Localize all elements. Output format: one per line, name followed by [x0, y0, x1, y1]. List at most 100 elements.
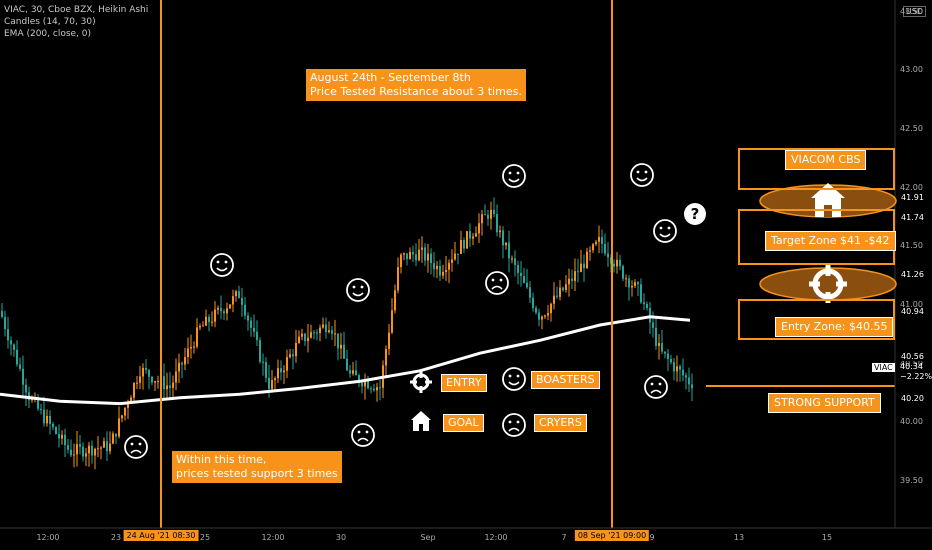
candle-body [676, 366, 678, 372]
candle-body [325, 324, 327, 333]
candle-body [181, 362, 183, 365]
candle-body [109, 443, 111, 452]
candle-body [670, 359, 672, 363]
symbol-price-tag: VIAC [872, 363, 895, 372]
time-highlight: 08 Sep '21 09:00 [574, 530, 650, 541]
candle-body [4, 316, 6, 330]
candle-body [394, 290, 396, 311]
cryers-tag[interactable]: CRYERS [534, 414, 587, 432]
candle-body [421, 247, 423, 250]
candle-body [412, 252, 414, 255]
candle-body [316, 332, 318, 334]
candle-body [277, 368, 279, 379]
price-change: −2.22% [900, 372, 932, 381]
indicator-ema: EMA (200, close, 0) [4, 29, 92, 39]
candle-body [67, 445, 69, 450]
candle-body [547, 313, 549, 316]
candle-body [352, 370, 354, 374]
price-tick: 43.50 [900, 6, 923, 16]
candle-body [283, 370, 285, 373]
candle-body [328, 330, 330, 333]
candle-body [673, 362, 675, 372]
candle-body [529, 287, 531, 298]
candle-body [118, 418, 120, 437]
candle-body [628, 278, 630, 288]
candle-body [457, 253, 459, 255]
candle-body [205, 316, 207, 326]
candle-body [400, 254, 402, 268]
candle-body [430, 253, 432, 264]
candle-body [403, 253, 405, 255]
candle-body [607, 253, 609, 258]
strong-support-label[interactable]: STRONG SUPPORT [768, 393, 881, 413]
candle-body [397, 267, 399, 291]
crosshair-icon [809, 265, 847, 303]
candle-body [43, 409, 45, 424]
candle-body [613, 263, 615, 267]
candle-body [229, 304, 231, 309]
entry-tag[interactable]: ENTRY [441, 374, 487, 392]
entry-zone-label[interactable]: Entry Zone: $40.55 [775, 317, 894, 337]
candle-body [532, 297, 534, 309]
price-tick: 42.00 [900, 182, 923, 192]
candle-body [604, 243, 606, 254]
viacom-box [738, 148, 895, 190]
candle-body [85, 453, 87, 457]
candle-body [139, 376, 141, 383]
candle-body [631, 285, 633, 288]
candle-body [319, 327, 321, 333]
candle-body [112, 433, 114, 444]
candle-body [568, 278, 570, 285]
time-tick: 13 [733, 533, 745, 542]
candle-body [241, 298, 243, 305]
candle-body [64, 434, 66, 446]
candle-body [388, 332, 390, 349]
candle-body [274, 378, 276, 380]
candle-body [634, 282, 636, 286]
price-level-label: 40.20 [899, 393, 926, 403]
price-tick: 41.00 [900, 300, 923, 310]
candle-body [193, 346, 195, 348]
time-tick: 12:00 [261, 533, 285, 542]
goal-home-icon [411, 411, 431, 431]
candle-body [505, 242, 507, 246]
boasters-tag[interactable]: BOASTERS [531, 371, 600, 389]
candle-body [301, 333, 303, 337]
home-icon [811, 183, 845, 217]
candle-body [289, 354, 291, 358]
candle-body [460, 240, 462, 254]
candle-body [124, 407, 126, 416]
candle-body [499, 230, 501, 233]
candle-body [409, 252, 411, 260]
currency-badge[interactable]: USD [902, 6, 926, 17]
price-level-label: 40.94 [899, 307, 926, 317]
goal-tag[interactable]: GOAL [443, 414, 484, 432]
candle-body [427, 253, 429, 261]
candle-body [640, 284, 642, 303]
candle-body [331, 330, 333, 334]
candle-body [451, 259, 453, 263]
candle-body [199, 326, 201, 328]
candle-body [172, 382, 174, 388]
candle-body [655, 327, 657, 346]
candle-body [106, 441, 108, 452]
time-tick: 30 [335, 533, 347, 542]
support-note[interactable]: Within this time, prices tested support … [172, 451, 342, 483]
candle-body [595, 241, 597, 245]
candle-body [250, 320, 252, 328]
candle-body [355, 370, 357, 376]
resistance-note[interactable]: August 24th - September 8th Price Tested… [306, 69, 526, 101]
candle-body [217, 308, 219, 310]
candle-body [7, 329, 9, 341]
viacom-label[interactable]: VIACOM CBS [785, 150, 867, 170]
target-zone-label[interactable]: Target Zone $41 -$42 [765, 231, 896, 251]
candle-body [166, 385, 168, 390]
candle-body [466, 231, 468, 249]
candle-body [544, 315, 546, 317]
candle-body [13, 344, 15, 350]
candle-body [646, 303, 648, 308]
candle-body [253, 327, 255, 332]
candle-body [127, 403, 129, 408]
price-level-label: 40.56 [899, 351, 926, 361]
